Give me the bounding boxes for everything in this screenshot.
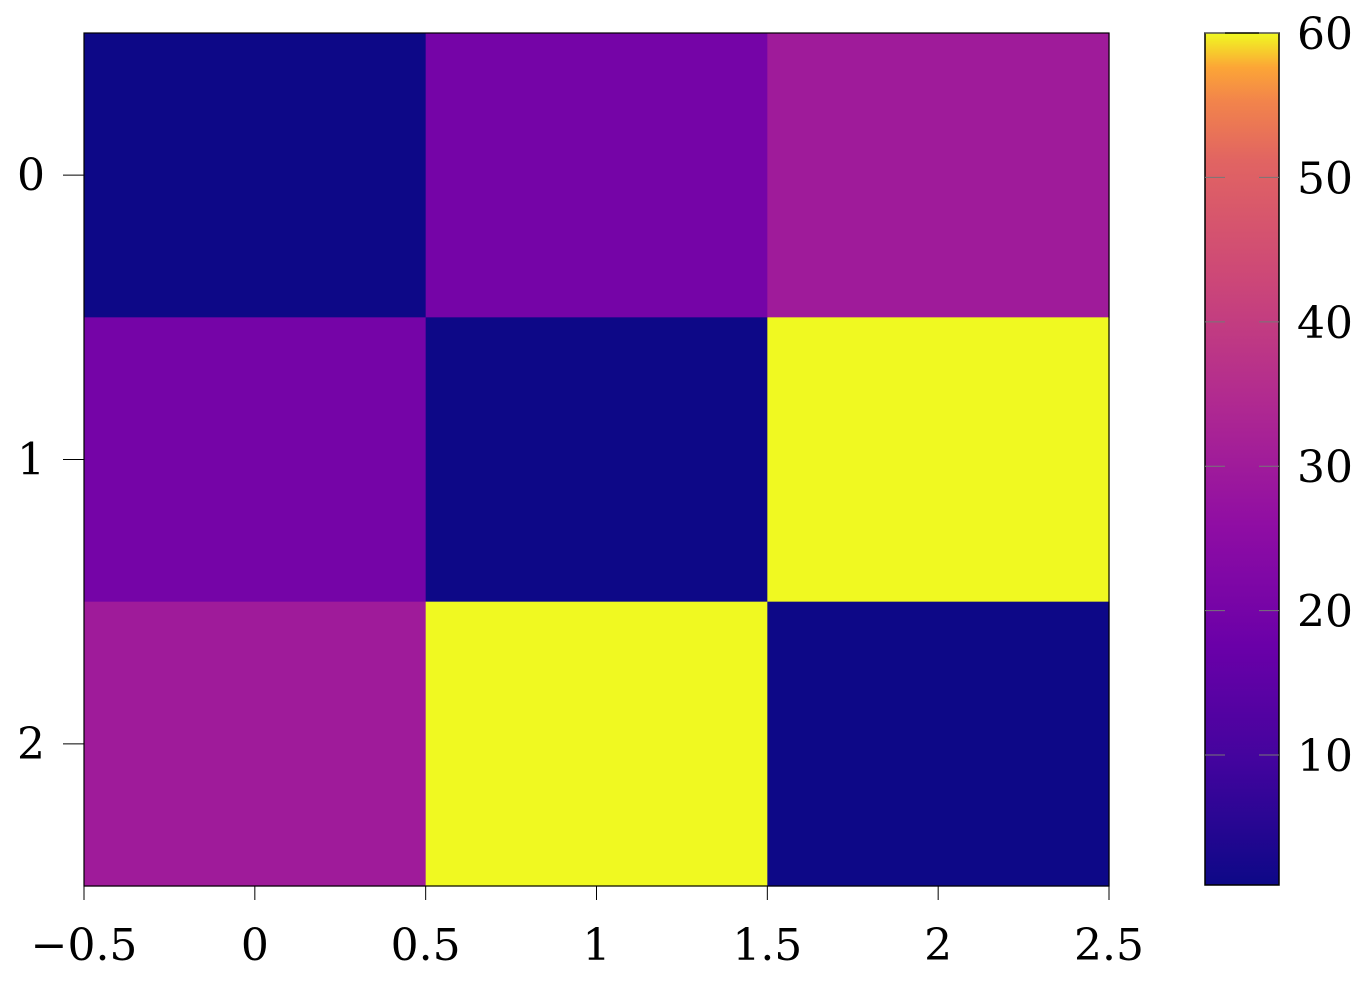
colorbar-tick-label: 40 xyxy=(1297,298,1353,349)
x-tick-label: 1.5 xyxy=(732,920,802,971)
x-tick-label: 2.5 xyxy=(1074,920,1144,971)
colorbar-tick-label: 50 xyxy=(1297,153,1353,204)
heatmap-cell xyxy=(84,317,427,603)
colorbar-tick-label: 10 xyxy=(1297,731,1353,782)
heatmap-cell xyxy=(84,601,427,887)
x-tick-label: 2 xyxy=(924,920,952,971)
heatmap-cell xyxy=(767,33,1110,318)
colorbar-tick-label: 60 xyxy=(1297,9,1353,60)
x-tick-label: 0.5 xyxy=(391,920,461,971)
y-tick-label: 0 xyxy=(17,150,45,201)
x-tick-label: 0 xyxy=(241,920,269,971)
y-tick-label: 2 xyxy=(17,719,45,770)
heatmap-cell xyxy=(425,601,768,887)
x-tick-label: 1 xyxy=(583,920,611,971)
colorbar-tick-label: 20 xyxy=(1297,587,1353,638)
heatmap-cell xyxy=(425,33,768,318)
heatmap-cell xyxy=(425,317,768,603)
heatmap-cell xyxy=(767,601,1110,887)
heatmap-cell xyxy=(84,33,427,318)
heatmap-cells xyxy=(84,33,1110,887)
y-tick-label: 1 xyxy=(17,435,45,486)
heatmap-cell xyxy=(767,317,1110,603)
x-axis: −0.5 0 0.5 1 1.5 2 2.5 xyxy=(31,886,1144,971)
colorbar-tick-label: 30 xyxy=(1297,442,1353,493)
x-tick-label: −0.5 xyxy=(31,920,138,971)
colorbar: 10 20 30 40 50 60 xyxy=(1204,9,1353,886)
colorbar-gradient xyxy=(1204,32,1280,886)
y-axis: 0 1 2 xyxy=(17,150,84,770)
